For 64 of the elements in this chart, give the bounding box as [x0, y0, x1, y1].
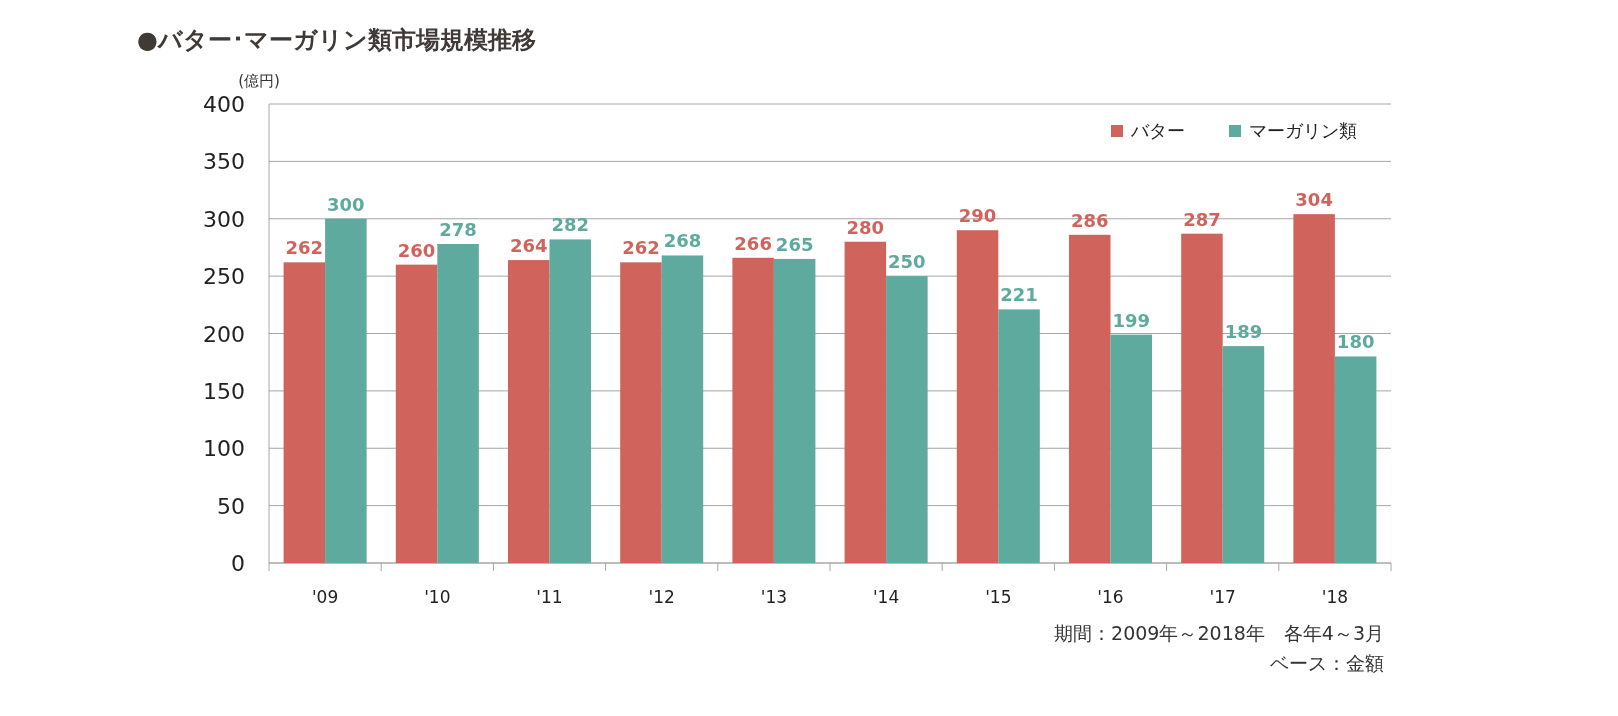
data-label: 268 [663, 230, 702, 252]
x-tick-label: '12 [648, 587, 675, 607]
bar [844, 241, 887, 563]
bar [956, 230, 999, 563]
y-tick-label: 0 [231, 551, 245, 576]
x-tick-label: '17 [1209, 587, 1236, 607]
legend-label: マーガリン類 [1249, 120, 1357, 141]
legend-label: バター [1130, 120, 1185, 141]
bar [507, 260, 550, 563]
data-label: 280 [846, 216, 885, 238]
x-tick-label: '18 [1321, 587, 1349, 607]
data-label: 250 [888, 251, 926, 273]
chart-title: ●バター･マーガリン類市場規模推移 [137, 26, 536, 54]
y-tick-label: 300 [203, 206, 245, 232]
x-tick-label: '14 [872, 587, 900, 607]
x-tick-label: '10 [424, 587, 451, 607]
data-label: 304 [1295, 189, 1333, 211]
data-label: 199 [1112, 309, 1151, 331]
bar [998, 309, 1040, 563]
bar [395, 264, 438, 563]
bar [661, 255, 704, 563]
bar [1222, 346, 1265, 563]
y-tick-label: 250 [203, 264, 245, 290]
bar [283, 262, 326, 563]
data-label: 290 [958, 205, 997, 227]
bar [620, 262, 662, 563]
data-label: 221 [1000, 284, 1038, 306]
data-label: 264 [509, 235, 548, 257]
data-label: 262 [285, 237, 324, 259]
bar [1110, 334, 1153, 563]
x-tick-label: '13 [760, 587, 788, 607]
y-tick-label: 350 [203, 149, 245, 175]
bar [773, 258, 816, 563]
x-tick-label: '16 [1097, 587, 1124, 607]
bar [732, 257, 774, 563]
bar [325, 218, 367, 563]
bar [1068, 234, 1111, 563]
data-label: 262 [622, 237, 660, 259]
x-tick-label: '15 [985, 587, 1012, 607]
bar [1293, 214, 1335, 563]
data-label: 287 [1183, 208, 1221, 230]
bar [437, 244, 479, 563]
bar [886, 276, 928, 563]
data-label: 265 [775, 233, 814, 255]
y-tick-label: 100 [203, 436, 245, 462]
text: ベース：金額 [1270, 652, 1384, 674]
data-label: 266 [734, 232, 772, 254]
y-tick-label: 150 [203, 378, 245, 404]
bar [1334, 356, 1377, 563]
data-label: 300 [327, 193, 365, 215]
x-tick-label: '09 [311, 587, 339, 607]
bar [549, 239, 592, 563]
data-label: 278 [439, 218, 477, 240]
y-axis-title: (億円) [238, 72, 280, 90]
y-tick-label: 50 [217, 493, 245, 519]
x-tick-label: '11 [536, 587, 563, 607]
data-label: 282 [551, 214, 590, 236]
data-label: 260 [397, 239, 436, 261]
data-label: 180 [1336, 331, 1375, 353]
text: 期間：2009年～2018年 各年4～3月 [1054, 622, 1384, 644]
y-tick-label: 400 [203, 92, 245, 117]
y-tick-label: 200 [203, 321, 245, 347]
bar [1181, 233, 1223, 563]
data-label: 286 [1070, 209, 1109, 231]
